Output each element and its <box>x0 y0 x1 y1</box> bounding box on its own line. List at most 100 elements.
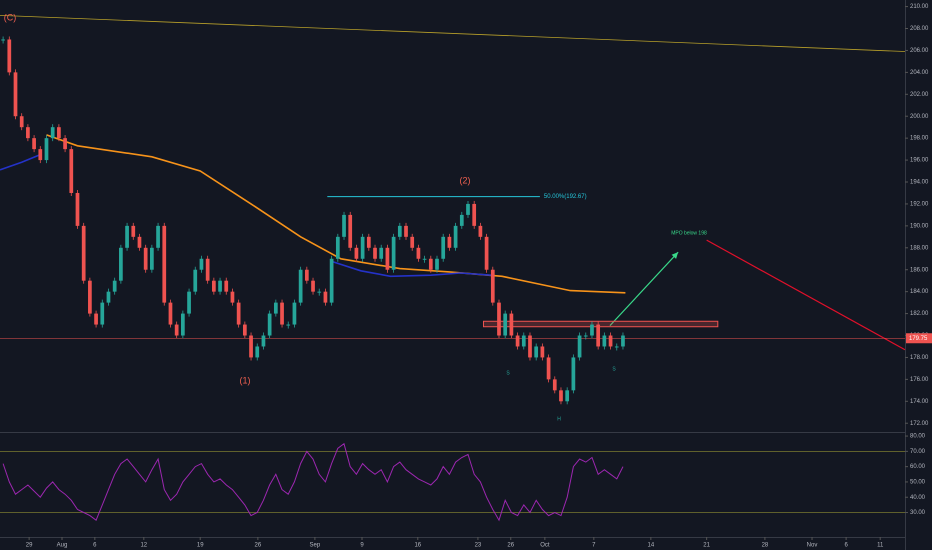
annotation: (2) <box>460 175 471 185</box>
candle <box>150 247 154 270</box>
candle <box>410 236 415 248</box>
candle <box>267 313 272 336</box>
candle <box>416 247 421 259</box>
candle <box>503 313 508 336</box>
candle <box>466 203 470 215</box>
x-tick-label: Sep <box>310 543 321 549</box>
x-tick-label: 16 <box>414 543 421 549</box>
x-tick-label: 11 <box>877 543 884 549</box>
candle <box>81 225 86 281</box>
candle <box>360 236 365 259</box>
y-tick-label: 192.00 <box>910 202 929 208</box>
y-tick-label: 190.00 <box>910 223 929 229</box>
candle <box>168 302 173 325</box>
y-tick-label: 204.00 <box>910 70 929 76</box>
candle <box>329 258 334 303</box>
candle <box>552 379 557 391</box>
candle <box>608 335 613 347</box>
price-tag-label: 179.75 <box>909 336 928 342</box>
candle <box>459 214 464 226</box>
candle <box>478 225 483 237</box>
candle <box>298 269 303 303</box>
candle <box>373 247 377 259</box>
x-tick-label: 26 <box>255 543 262 549</box>
rsi-tick-label: 70.00 <box>910 449 926 455</box>
candle <box>13 72 18 117</box>
candle <box>614 346 619 348</box>
candle <box>472 203 477 226</box>
candle <box>323 291 328 303</box>
y-tick-label: 194.00 <box>910 180 929 186</box>
candle <box>236 302 241 325</box>
x-tick-label: 26 <box>507 543 514 549</box>
candle <box>32 138 36 150</box>
x-tick-label: 9 <box>360 543 364 549</box>
candle <box>94 313 98 325</box>
x-tick-label: Aug <box>57 543 68 549</box>
y-tick-label: 186.00 <box>910 267 929 273</box>
x-tick-label: 6 <box>93 543 97 549</box>
y-tick-label: 184.00 <box>910 289 929 295</box>
candle <box>621 335 625 347</box>
candle <box>546 357 551 380</box>
candle <box>218 280 222 292</box>
candle <box>490 269 495 303</box>
fib-label: 50.00%(192.67) <box>544 194 587 200</box>
candle <box>317 291 322 293</box>
candle <box>528 335 532 358</box>
candle <box>559 390 563 402</box>
candle <box>57 127 61 139</box>
candle <box>50 127 55 139</box>
candle <box>335 236 340 259</box>
rsi-tick-label: 30.00 <box>910 510 926 516</box>
x-tick-label: 23 <box>475 543 482 549</box>
candle <box>602 335 607 347</box>
candle <box>106 291 111 303</box>
annotation: (1) <box>240 375 251 385</box>
candle <box>100 302 105 325</box>
candle <box>162 225 167 303</box>
x-tick-label: 6 <box>844 543 848 549</box>
candle <box>565 390 570 402</box>
candle <box>292 302 297 325</box>
candle <box>590 324 594 336</box>
y-tick-label: 178.00 <box>910 355 929 361</box>
candle <box>521 335 526 347</box>
candle <box>249 335 253 358</box>
x-tick-label: 7 <box>592 543 596 549</box>
y-tick-label: 198.00 <box>910 136 929 142</box>
candle <box>379 247 384 259</box>
candle <box>311 280 315 292</box>
annotation: S <box>506 370 510 376</box>
trendline <box>0 14 906 52</box>
moving-average <box>0 153 491 278</box>
arrow-head <box>671 252 679 259</box>
candle <box>7 39 12 73</box>
candle <box>205 258 210 281</box>
annotation: S <box>612 366 616 372</box>
candle <box>211 280 216 292</box>
candle <box>428 258 433 270</box>
y-tick-label: 176.00 <box>910 377 929 383</box>
candle <box>75 192 80 226</box>
annotation: H <box>557 416 561 422</box>
candle <box>199 258 204 270</box>
price-tag <box>906 333 932 344</box>
candle <box>540 346 545 358</box>
candle <box>342 214 346 237</box>
candle <box>88 280 92 314</box>
rsi-tick-label: 80.00 <box>910 434 926 440</box>
candle <box>441 236 446 259</box>
x-tick-label: 28 <box>762 543 769 549</box>
x-tick-label: 12 <box>140 543 147 549</box>
x-tick-label: 21 <box>703 543 710 549</box>
candle <box>19 116 24 128</box>
y-tick-label: 210.00 <box>910 4 929 10</box>
y-tick-label: 208.00 <box>910 26 929 32</box>
candle <box>354 247 359 259</box>
candle <box>577 335 582 358</box>
y-tick-label: 188.00 <box>910 245 929 251</box>
